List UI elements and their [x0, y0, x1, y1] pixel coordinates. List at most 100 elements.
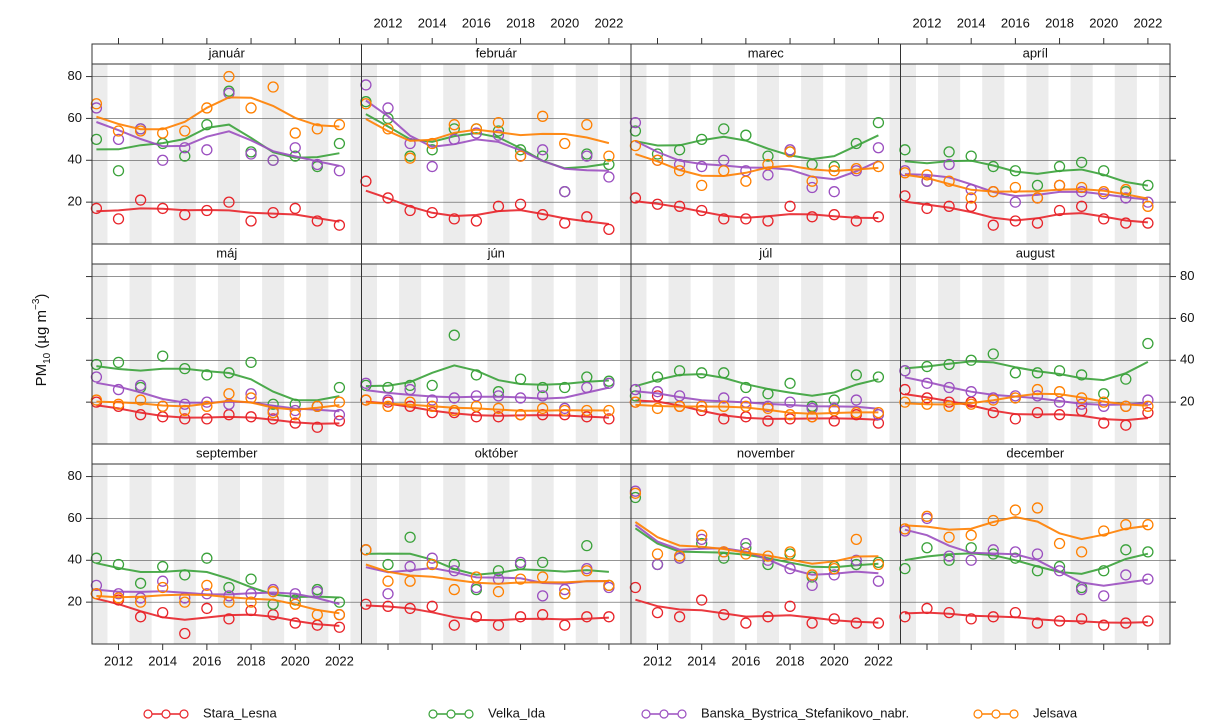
point [784, 377, 796, 389]
point [718, 413, 730, 425]
point [603, 377, 615, 389]
point [718, 123, 730, 135]
point [333, 137, 346, 150]
year-band [1158, 464, 1170, 644]
x-tick-label: 2022 [594, 15, 623, 30]
point [448, 404, 460, 417]
point [850, 163, 862, 175]
point [223, 70, 235, 83]
year-band [575, 64, 598, 244]
panel-title: február [476, 45, 518, 60]
point [245, 148, 257, 160]
point [965, 354, 977, 366]
point [90, 202, 103, 215]
year-band [217, 264, 241, 444]
year-band [306, 64, 329, 244]
point [360, 598, 372, 610]
point [651, 402, 664, 415]
point [382, 575, 394, 587]
point [201, 119, 213, 131]
year-band [531, 264, 554, 444]
y-tick-label: 40 [68, 552, 82, 567]
y-tick-label: 80 [1180, 268, 1194, 283]
point [740, 400, 752, 412]
point [1031, 367, 1044, 379]
point [762, 158, 774, 171]
point [289, 202, 301, 215]
point [333, 219, 346, 231]
panel-title: jún [487, 245, 505, 260]
point [1009, 392, 1022, 404]
point [651, 606, 664, 619]
year-band [712, 64, 735, 244]
point [921, 510, 933, 522]
point [1075, 392, 1088, 404]
year-band [1158, 64, 1170, 244]
point [1098, 186, 1110, 198]
point [382, 558, 394, 571]
point [426, 394, 438, 406]
point [223, 596, 235, 608]
point [289, 404, 301, 417]
point [718, 546, 730, 558]
point [179, 125, 191, 137]
legend-marker [677, 709, 687, 719]
point [629, 396, 642, 408]
point [850, 617, 862, 629]
point [536, 144, 549, 156]
year-band [938, 264, 961, 444]
point [404, 152, 416, 164]
point [404, 400, 416, 412]
y-label-main: PM [33, 364, 50, 387]
point [965, 386, 977, 398]
point [1031, 617, 1044, 629]
point [245, 392, 257, 404]
point [333, 396, 346, 408]
point [179, 142, 191, 154]
point [426, 379, 438, 392]
point [559, 583, 571, 596]
year-band [982, 64, 1005, 244]
x-tick-label: 2020 [820, 653, 849, 668]
point [718, 392, 730, 404]
point [382, 588, 394, 600]
point [762, 611, 774, 623]
point [157, 606, 169, 619]
point [651, 548, 664, 560]
year-band [845, 64, 868, 244]
trend-line [635, 153, 879, 178]
point [470, 127, 483, 139]
point [1142, 573, 1154, 585]
point [784, 563, 796, 575]
point [514, 144, 527, 156]
x-tick-label: 2016 [731, 653, 760, 668]
point [806, 569, 818, 581]
point [179, 398, 191, 410]
point [872, 617, 885, 629]
year-band [487, 464, 510, 644]
point [718, 213, 730, 225]
year-band [1070, 64, 1093, 244]
point [201, 552, 213, 564]
point [696, 204, 708, 217]
point [629, 491, 642, 504]
point [1098, 417, 1110, 429]
point [1053, 386, 1066, 398]
point [536, 571, 549, 583]
year-band [845, 464, 868, 644]
point [492, 129, 505, 141]
point [899, 523, 911, 535]
y-tick-label: 40 [68, 152, 82, 167]
year-band [889, 264, 901, 444]
point [762, 415, 774, 427]
x-tick-label: 2012 [643, 653, 672, 668]
point [762, 402, 774, 415]
point [223, 613, 235, 625]
point [828, 569, 840, 581]
point [806, 617, 818, 629]
trend-line [904, 528, 1149, 587]
y-label-sup: −3 [31, 298, 42, 310]
x-tick-label: 2016 [1001, 15, 1030, 30]
point [514, 556, 527, 569]
point [311, 215, 323, 227]
